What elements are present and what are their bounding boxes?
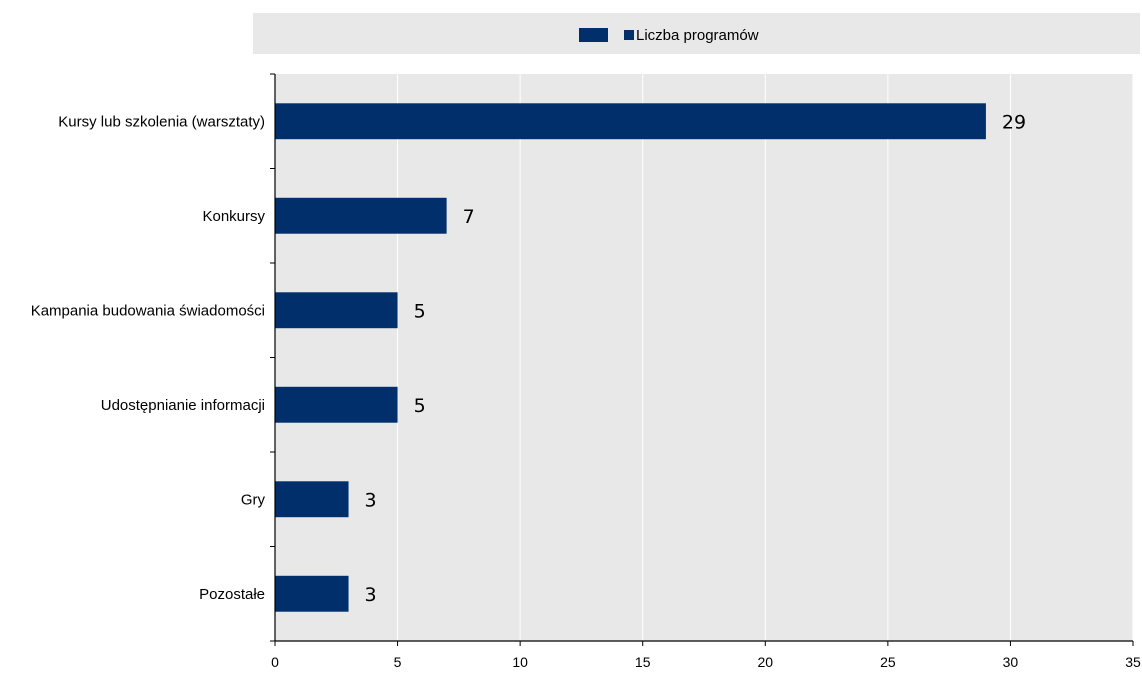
x-tick-label: 30 bbox=[1003, 654, 1019, 670]
data-label: 5 bbox=[414, 300, 426, 322]
data-label: 7 bbox=[463, 206, 475, 228]
x-tick-label: 25 bbox=[880, 654, 896, 670]
legend-label: Liczba programów bbox=[636, 27, 759, 44]
x-tick-label: 20 bbox=[757, 654, 773, 670]
legend: Liczba programów bbox=[253, 13, 1140, 54]
x-tick-label: 10 bbox=[512, 654, 528, 670]
bar bbox=[275, 386, 398, 423]
data-label: 5 bbox=[414, 395, 426, 417]
data-label: 3 bbox=[365, 489, 377, 511]
bar bbox=[275, 103, 986, 140]
x-tick-label: 0 bbox=[271, 654, 279, 670]
data-label: 3 bbox=[365, 584, 377, 606]
category-label: Pozostałe bbox=[199, 586, 265, 603]
category-label: Kursy lub szkolenia (warsztaty) bbox=[58, 113, 265, 130]
category-label: Kampania budowania świadomości bbox=[31, 302, 265, 319]
plot-background bbox=[275, 74, 1133, 641]
bar bbox=[275, 197, 447, 234]
legend-marker bbox=[624, 30, 634, 40]
x-tick-label: 35 bbox=[1125, 654, 1141, 670]
bar bbox=[275, 575, 349, 612]
legend-background bbox=[253, 13, 1140, 54]
data-label: 29 bbox=[1002, 111, 1026, 133]
legend-swatch bbox=[579, 28, 608, 42]
x-tick-label: 5 bbox=[394, 654, 402, 670]
x-tick-label: 15 bbox=[635, 654, 651, 670]
category-label: Konkursy bbox=[202, 208, 265, 225]
category-label: Udostępnianie informacji bbox=[101, 397, 265, 414]
category-label: Gry bbox=[241, 491, 266, 508]
bar bbox=[275, 481, 349, 518]
plot-area: 29 Kursy lub szkolenia (warsztaty) 7 Konkur… bbox=[31, 73, 1141, 670]
bar bbox=[275, 292, 398, 329]
